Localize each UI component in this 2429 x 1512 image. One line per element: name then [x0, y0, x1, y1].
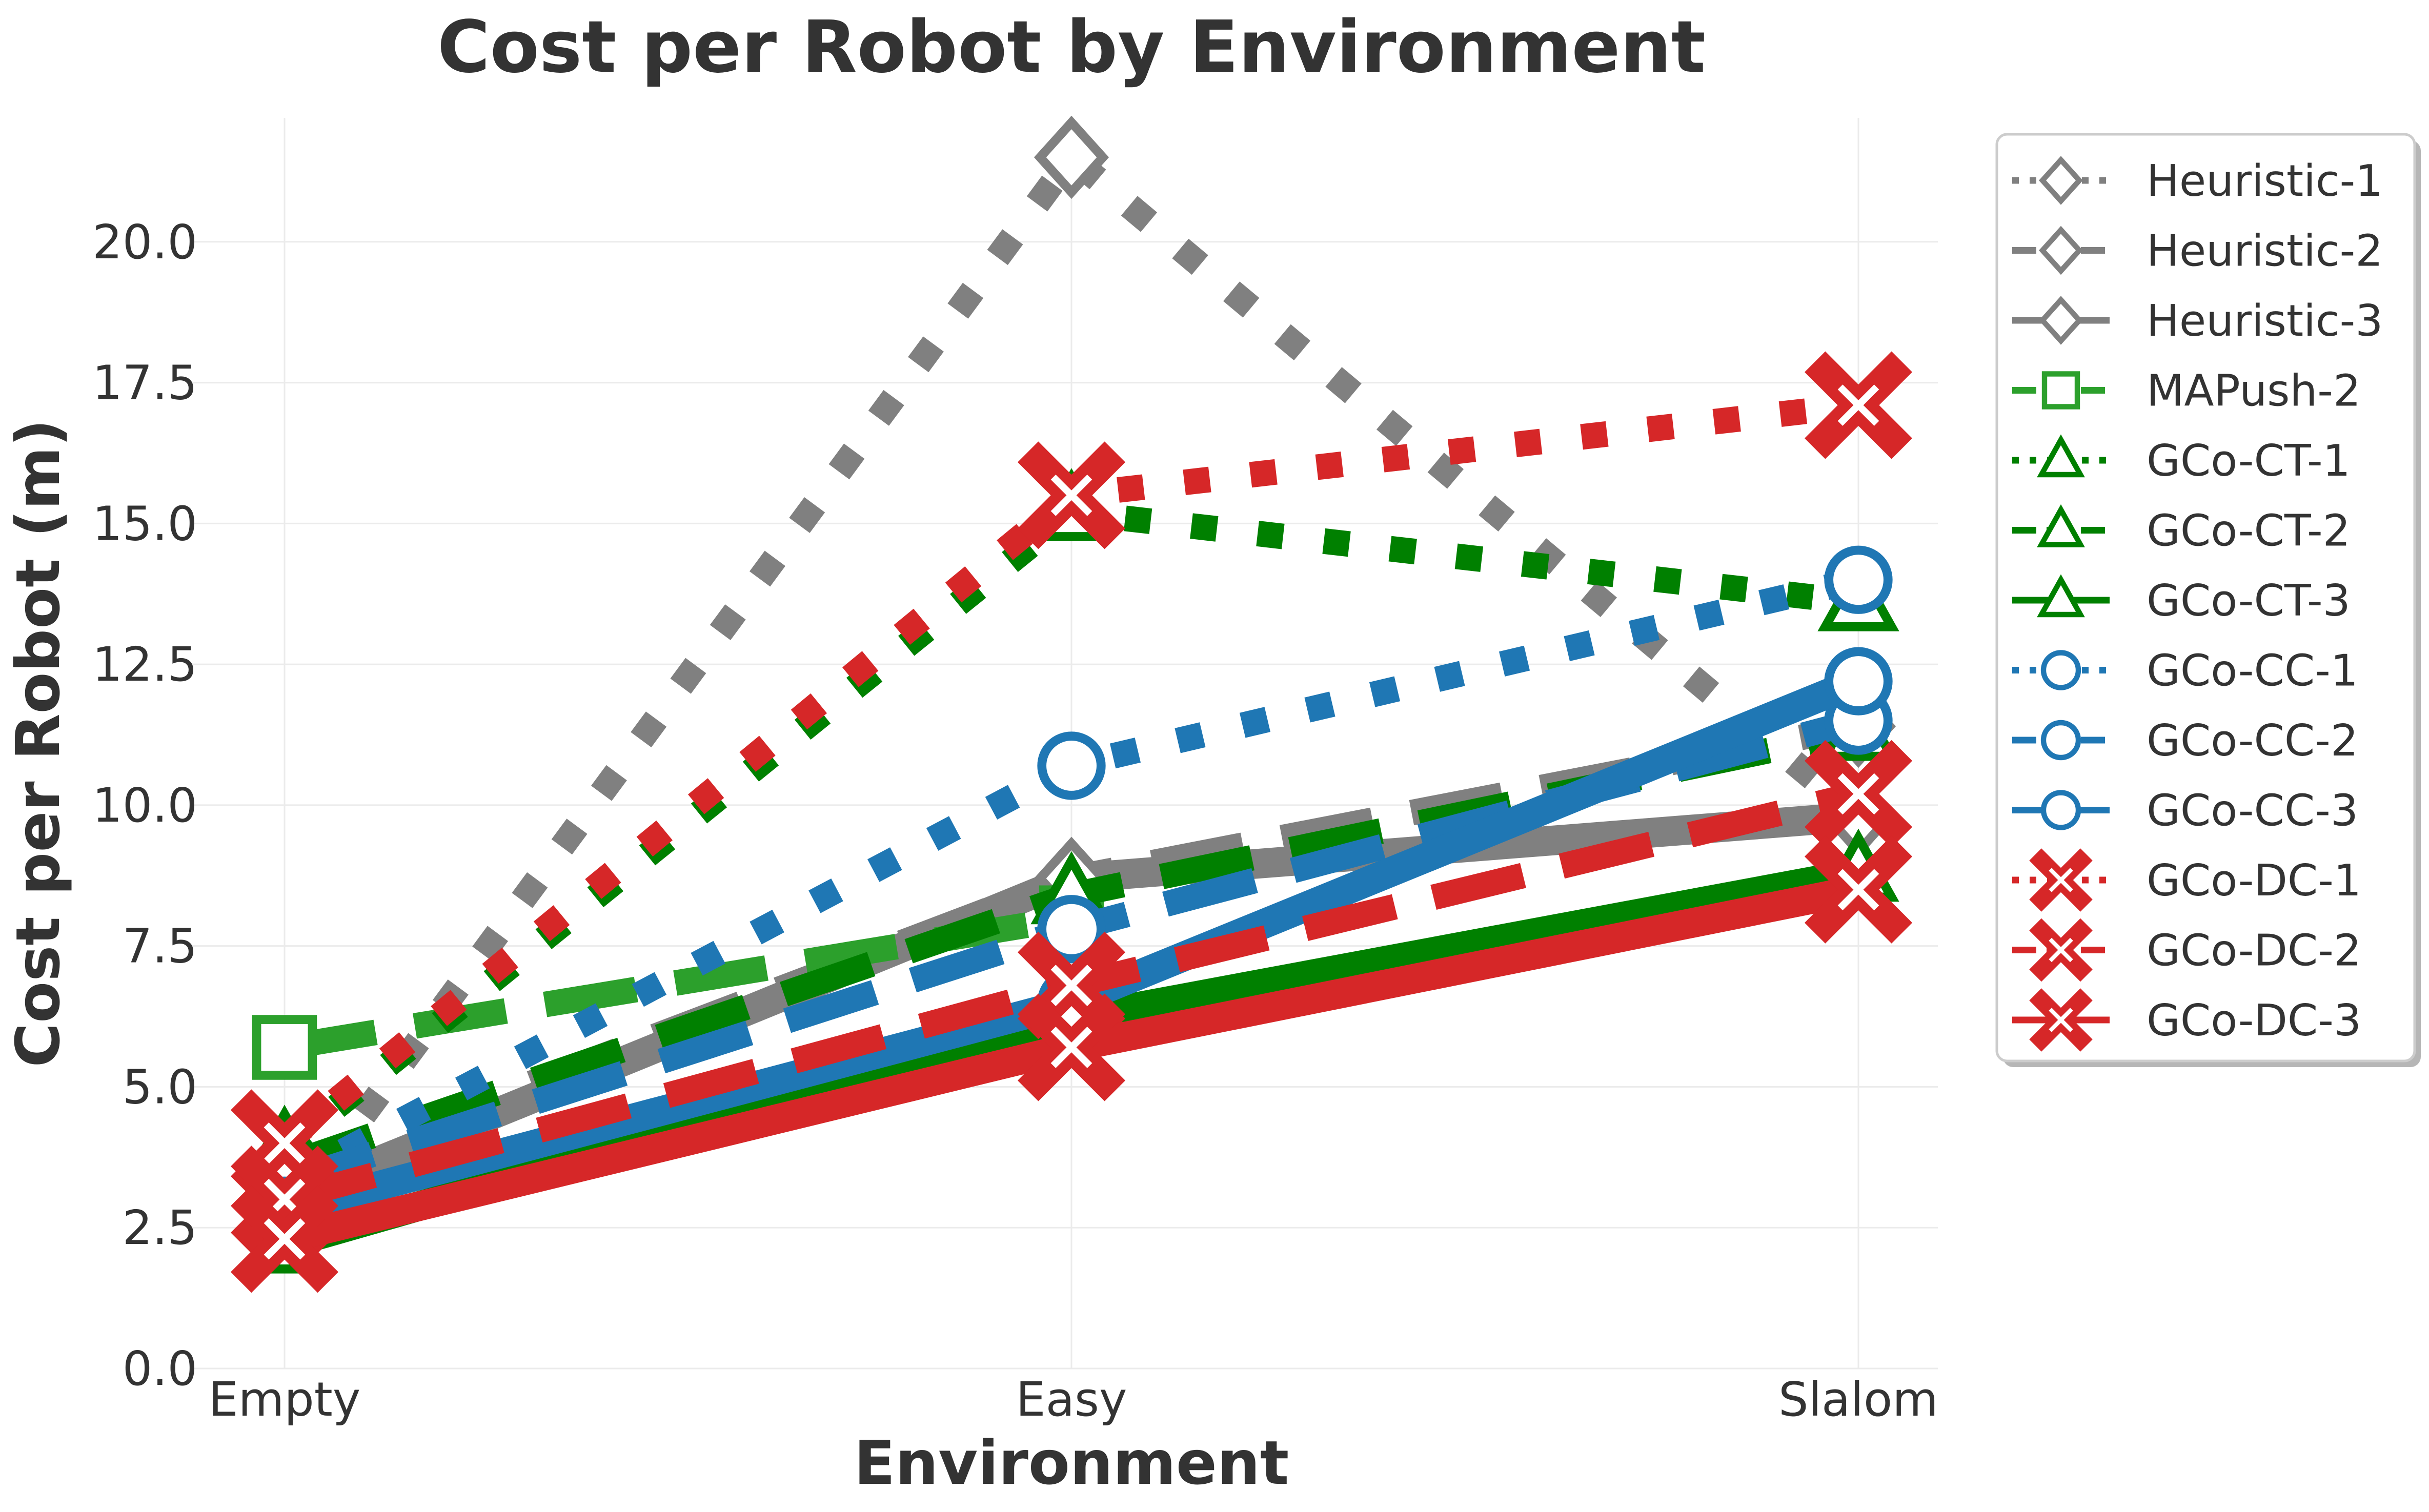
x-tick-label: Easy [1016, 1372, 1127, 1427]
legend-entry: GCo-CT-2 [2012, 504, 2351, 557]
y-tick-label: 15.0 [92, 496, 197, 551]
legend-marker [2037, 504, 2085, 547]
legend-marker [2039, 226, 2083, 275]
legend-marker [2040, 650, 2081, 690]
data-point-gco-dc-3 [231, 1185, 338, 1293]
y-tick-label: 10.0 [92, 778, 197, 833]
series-group [231, 115, 1912, 1293]
x-axis-label: Environment [854, 1427, 1289, 1498]
data-point-heuristic-1 [1034, 115, 1109, 199]
legend-label: GCo-CT-2 [2147, 506, 2351, 557]
legend-label: GCo-CC-2 [2147, 716, 2358, 766]
legend-label: GCo-CT-3 [2147, 576, 2351, 626]
x-tick-label: Slalom [1778, 1372, 1938, 1427]
legend-label: GCo-CC-3 [2147, 786, 2358, 836]
legend-entry: GCo-CC-2 [2012, 716, 2358, 766]
legend-label: Heuristic-3 [2147, 296, 2383, 346]
legend-label: Heuristic-2 [2147, 226, 2383, 277]
y-tick-label: 2.5 [123, 1200, 197, 1255]
legend-marker [2037, 434, 2085, 478]
chart-title: Cost per Robot by Environment [437, 6, 1706, 89]
legend-label: MAPush-2 [2147, 366, 2361, 417]
y-tick-label: 7.5 [123, 919, 197, 974]
data-point-gco-dc-3 [1018, 993, 1125, 1101]
data-point-gco-cc-1 [1824, 545, 1893, 614]
series-line-heuristic-1 [274, 144, 1867, 1230]
legend-entry: MAPush-2 [2012, 366, 2361, 417]
y-axis-label: Cost per Robot (m) [3, 419, 73, 1068]
legend-marker [2029, 918, 2093, 982]
y-tick-label: 0.0 [123, 1341, 197, 1396]
y-tick-label: 12.5 [92, 637, 197, 692]
legend-marker [2037, 574, 2085, 618]
series-gco-dc-2 [231, 740, 1912, 1254]
legend-label: GCo-DC-3 [2147, 995, 2361, 1046]
legend-entry: GCo-DC-2 [2012, 918, 2361, 982]
data-point-gco-cc-3 [1824, 647, 1893, 716]
legend-box [1995, 133, 2416, 1063]
legend-entry: Heuristic-3 [2012, 296, 2383, 346]
legend-entry: GCo-DC-1 [2012, 848, 2361, 912]
legend-label: GCo-DC-2 [2147, 926, 2361, 976]
data-point-gco-dc-1 [1018, 441, 1125, 549]
legend-marker [2041, 371, 2080, 410]
legend-entry: GCo-CT-1 [2012, 434, 2351, 486]
legend-label: GCo-DC-1 [2147, 855, 2361, 906]
legend-marker [2040, 720, 2081, 761]
data-point-gco-cc-2 [1037, 895, 1106, 964]
data-point-gco-dc-2 [1805, 740, 1912, 848]
x-tick-label: Empty [209, 1372, 361, 1427]
data-point-mapush-2 [252, 1015, 317, 1080]
legend-entry: Heuristic-1 [2012, 156, 2383, 207]
legend-marker [2029, 848, 2093, 912]
legend: Heuristic-1 Heuristic-2 Heuristic-3 MAPush-… [1995, 133, 2421, 1067]
legend-marker [2039, 156, 2083, 205]
legend-entry: Heuristic-2 [2012, 226, 2383, 277]
legend-marker [2040, 790, 2081, 830]
tick-labels: 0.0 2.5 5.0 7.5 10.0 12.5 15.0 17.5 20.0 Empty Eas… [92, 215, 1938, 1427]
legend-label: Heuristic-1 [2147, 156, 2383, 207]
y-tick-label: 17.5 [92, 356, 197, 411]
y-tick-label: 20.0 [92, 215, 197, 270]
data-point-gco-dc-1 [1805, 351, 1912, 459]
legend-marker [2039, 296, 2083, 345]
data-point-gco-cc-1 [1037, 731, 1106, 800]
legend-entry: GCo-DC-3 [2012, 988, 2361, 1052]
data-point-gco-dc-3 [1805, 835, 1912, 944]
legend-entry: GCo-CC-3 [2012, 786, 2358, 836]
legend-label: GCo-CC-1 [2147, 646, 2358, 697]
y-tick-label: 5.0 [123, 1059, 197, 1114]
legend-entry: GCo-CC-1 [2012, 646, 2358, 697]
legend-label: GCo-CT-1 [2147, 436, 2351, 486]
legend-marker [2029, 988, 2093, 1052]
series-gco-dc-3 [231, 835, 1912, 1293]
legend-entry: GCo-CT-3 [2012, 574, 2351, 626]
